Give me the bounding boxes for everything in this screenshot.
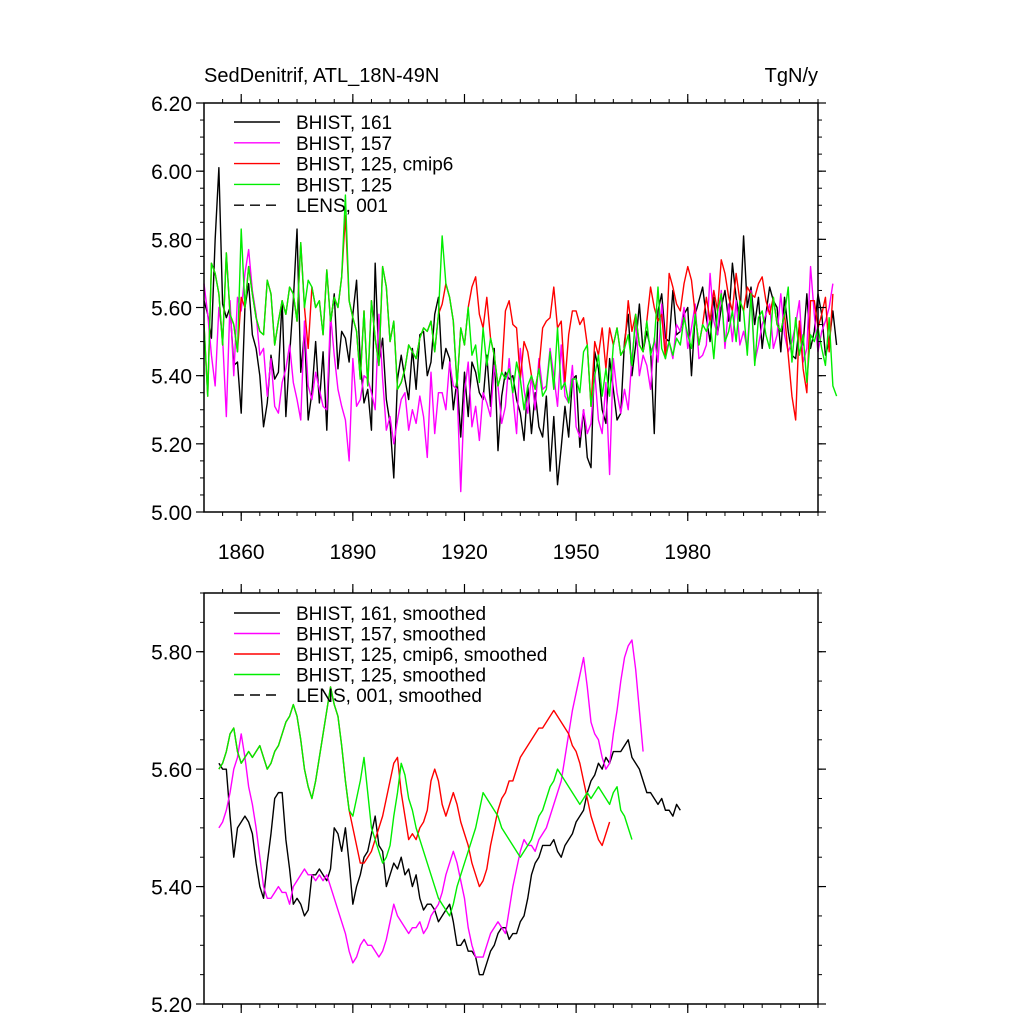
units-label: TgN/y <box>765 65 818 87</box>
series-line-2 <box>203 214 834 421</box>
series-line-3 <box>218 686 633 917</box>
y-tick-label: 6.20 <box>151 93 192 116</box>
y-tick-label: 5.60 <box>151 759 192 782</box>
x-tick-label: 1980 <box>664 541 711 564</box>
y-tick-label: 5.20 <box>151 994 192 1017</box>
top-plot-frame <box>203 102 819 513</box>
y-tick-label: 5.20 <box>151 434 192 457</box>
top-panel: 5.00 5.20 5.40 5.60 5.80 6.00 6.20 1860 1890 1920… <box>151 93 838 564</box>
x-tick-label: 1890 <box>329 541 376 564</box>
top-axis-ticks: 5.00 5.20 5.40 5.60 5.80 6.00 6.20 1860 1890 1920… <box>151 93 826 564</box>
x-tick-label: 1950 <box>553 541 600 564</box>
top-series-group <box>203 167 838 493</box>
bottom-series-group <box>218 639 681 976</box>
chart-title: SedDenitrif, ATL_18N-49N <box>204 65 439 87</box>
legend-label-3: BHIST, 125, smoothed <box>296 666 486 687</box>
series-line-3 <box>203 194 838 411</box>
y-tick-label: 5.00 <box>151 502 192 525</box>
legend-label-0: BHIST, 161 <box>296 113 392 134</box>
legend-label-4: LENS, 001 <box>296 196 388 217</box>
y-tick-label: 5.60 <box>151 298 192 321</box>
legend-label-1: BHIST, 157, smoothed <box>296 625 486 646</box>
legend-label-4: LENS, 001, smoothed <box>296 686 482 707</box>
bottom-panel: 5.205.405.605.80 BHIST, 161, smoothedBHI… <box>151 584 826 1017</box>
bottom-plot-frame <box>203 592 819 1005</box>
x-tick-label: 1860 <box>218 541 265 564</box>
series-line-1 <box>218 639 644 964</box>
series-line-0 <box>203 167 838 486</box>
legend-label-2: BHIST, 125, cmip6 <box>296 155 453 176</box>
y-tick-label: 6.00 <box>151 161 192 184</box>
y-tick-label: 5.80 <box>151 229 192 252</box>
x-tick-label: 1920 <box>441 541 488 564</box>
legend-label-0: BHIST, 161, smoothed <box>296 604 486 625</box>
series-line-0 <box>218 739 681 976</box>
series-line-1 <box>203 248 834 493</box>
y-tick-label: 5.40 <box>151 366 192 389</box>
legend-label-3: BHIST, 125 <box>296 175 392 196</box>
series-line-2 <box>218 686 611 888</box>
y-tick-label: 5.40 <box>151 877 192 900</box>
y-tick-label: 5.80 <box>151 642 192 665</box>
legend-label-2: BHIST, 125, cmip6, smoothed <box>296 645 547 666</box>
legend-label-1: BHIST, 157 <box>296 134 392 155</box>
